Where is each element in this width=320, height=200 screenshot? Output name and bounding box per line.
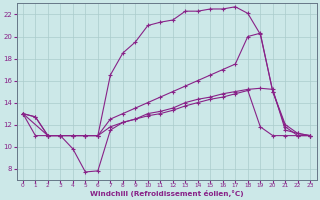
X-axis label: Windchill (Refroidissement éolien,°C): Windchill (Refroidissement éolien,°C) (90, 190, 244, 197)
